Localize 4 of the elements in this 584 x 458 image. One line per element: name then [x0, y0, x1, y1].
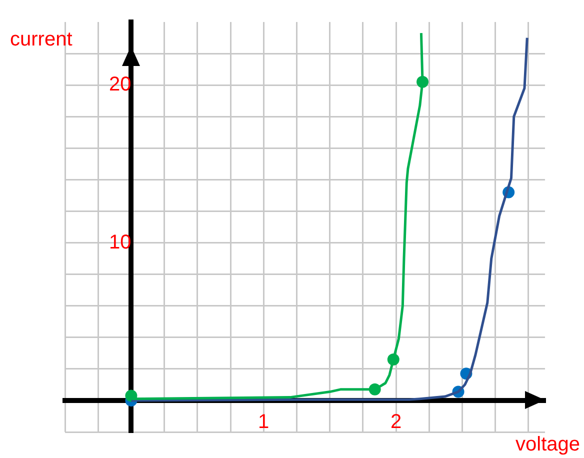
x-axis-title: voltage — [516, 434, 580, 456]
x-tick-label: 1 — [258, 410, 270, 433]
x-tick-label: 2 — [390, 410, 402, 433]
y-axis-title: current — [10, 28, 73, 51]
